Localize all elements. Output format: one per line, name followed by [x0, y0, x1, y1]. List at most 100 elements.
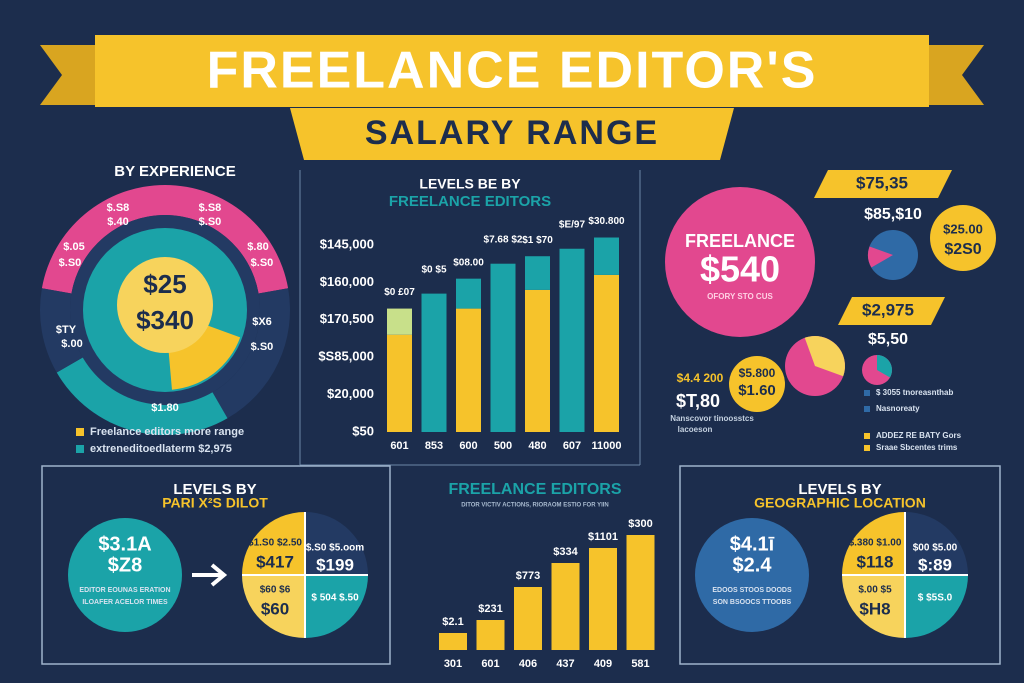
bar-segment	[594, 274, 619, 432]
quadrant	[242, 512, 305, 575]
y-tick-label: $170,500	[320, 311, 374, 326]
tag-value: $85,$10	[864, 206, 922, 223]
panel-circle	[695, 518, 809, 632]
ring-label: $.S0	[251, 341, 274, 353]
badge-value: $2S0	[944, 241, 981, 258]
y-tick-label: $50	[352, 423, 374, 438]
quad-note: $00 $5.00	[913, 543, 958, 554]
circle-value: $Z8	[108, 554, 142, 576]
bar-label: $300	[628, 518, 652, 530]
x-tick-label: 480	[528, 440, 546, 452]
tag-value: $T,80	[676, 391, 720, 411]
bar	[439, 633, 467, 650]
bar-label: $2.1	[442, 616, 463, 628]
bar-segment	[456, 308, 481, 432]
chart-title: FREELANCE EDITORS	[448, 481, 621, 498]
tag-value: $75,35	[856, 173, 908, 192]
quad-note: $ $5S.0	[918, 593, 953, 604]
tag-value: $2,975	[862, 300, 914, 319]
quad-note: $60 $6	[260, 585, 291, 596]
x-tick-label: 409	[594, 658, 612, 670]
center-value: $25	[143, 269, 186, 299]
tag	[814, 170, 952, 198]
ring-segment	[39, 288, 83, 373]
quad-value: $199	[316, 555, 354, 574]
ring-label: $TY	[56, 324, 77, 336]
panel-circle	[68, 518, 182, 632]
freelance-title: FREELANCE	[685, 231, 795, 251]
freelance-amount: $540	[700, 249, 780, 290]
circle-note: SON BSOOCS TTOOBS	[713, 599, 792, 606]
y-tick-label: $145,000	[320, 236, 374, 251]
bar-label: $08.00	[453, 257, 484, 268]
circle-note: ILOAFER ACELOR TIMES	[82, 599, 168, 606]
panel-subtitle: GEOGRAPHIC LOCATION	[754, 495, 926, 511]
legend-label: $ 3055 tnoreasnthab	[876, 388, 953, 397]
sub-banner	[290, 108, 734, 160]
bar-label: $1101	[588, 531, 618, 543]
x-tick-label: 500	[494, 440, 512, 452]
quad-note: $.00 $5	[858, 585, 892, 596]
quadrant	[242, 575, 305, 638]
ring-label: $.80	[247, 241, 268, 253]
badge	[729, 356, 785, 412]
bar-label: $1 $70	[522, 235, 553, 246]
center-value: $340	[136, 305, 194, 335]
title: FREELANCE EDITOR'S	[207, 42, 818, 100]
quadrant	[842, 575, 905, 638]
ring-label: $.S0	[251, 257, 274, 269]
bar	[514, 587, 542, 650]
x-tick-label: 11000	[592, 440, 622, 452]
circle-note: EDOOS STOOS DOODS	[712, 587, 792, 594]
quadrant	[905, 512, 968, 575]
bar-segment	[559, 248, 585, 432]
quad-value: $H8	[859, 599, 890, 618]
freelance-note: OFORY STO CUS	[707, 292, 773, 301]
chart-subtitle: DITOR VICTIV ACTIONS, RIORAOM ESTIO FOR …	[461, 503, 609, 509]
legend-swatch	[76, 445, 84, 453]
quad-value: $118	[857, 552, 894, 571]
mini-pie-slice	[867, 246, 893, 268]
bar-segment	[525, 256, 550, 290]
ring-label: $.S8	[107, 202, 130, 214]
legend-label: Sraae Sbcentes trims	[876, 443, 958, 452]
bar-label: $0 £07	[384, 287, 415, 298]
chart-title: LEVELS BE BY	[419, 176, 521, 192]
quadrant	[905, 575, 968, 638]
bar-label: $7.68 $2	[484, 234, 523, 245]
bar-segment	[421, 293, 447, 432]
ring-label: $.S0	[199, 216, 222, 228]
y-tick-label: $20,000	[327, 386, 374, 401]
ring-segment	[41, 184, 289, 294]
quad-note: $ 504 $.50	[311, 593, 359, 604]
quad-note: $.S0 $5.oom	[306, 543, 364, 554]
y-tick-label: $160,000	[320, 274, 374, 289]
quad-value: $60	[261, 599, 289, 618]
legend-swatch	[864, 445, 870, 451]
bar-label: $30.800	[588, 216, 625, 227]
ring-label: $.S0	[59, 257, 82, 269]
ring-label: $.05	[63, 241, 84, 253]
ring-label: $1.80	[151, 402, 179, 414]
panel-subtitle: PARI X²S DILOT	[162, 495, 268, 511]
quadrant	[305, 512, 368, 575]
quad-note: $1.S0 $2.50	[248, 538, 302, 549]
circle-note: EDITOR EOUNAS ERATION	[79, 587, 170, 594]
bar-label: $773	[516, 570, 540, 582]
legend-swatch	[864, 433, 870, 439]
panel-frame	[41, 465, 391, 665]
legend-label: Freelance editors more range	[90, 426, 244, 438]
quadrant	[842, 512, 905, 575]
x-tick-label: 406	[519, 658, 537, 670]
bar-segment	[594, 237, 619, 275]
ring-segment	[212, 288, 290, 419]
y-tick-label: $S85,000	[318, 349, 374, 364]
tag-value: $4.4 200	[677, 371, 724, 385]
bar	[626, 535, 655, 650]
arrow	[192, 563, 228, 587]
legend-swatch	[76, 428, 84, 436]
bar-segment	[387, 334, 412, 432]
bar	[589, 548, 617, 650]
